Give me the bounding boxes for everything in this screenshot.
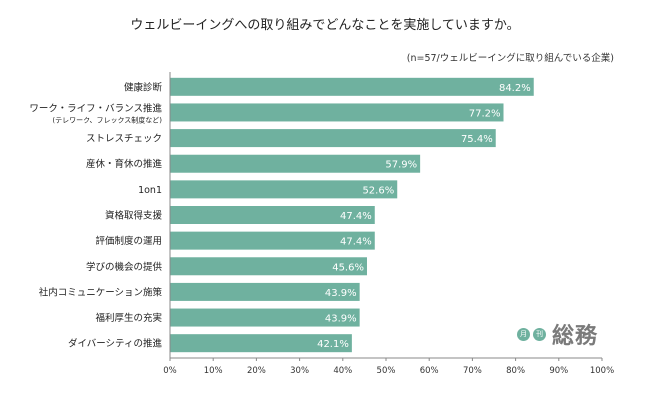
x-tick-label-1: 10% [204, 366, 223, 376]
value-label-6: 47.4% [340, 237, 372, 248]
value-label-2: 75.4% [461, 134, 493, 145]
x-tick-label-3: 30% [290, 366, 309, 376]
x-tick-label-10: 100% [590, 366, 614, 376]
value-label-7: 45.6% [332, 262, 364, 273]
bar-0 [170, 77, 534, 96]
chart-title: ウェルビーイングへの取り組みでどんなことを実施していますか。 [130, 18, 520, 33]
category-label-1: ワーク・ライフ・バランス推進 [29, 102, 162, 114]
sample-note: (n=57/ウェルビーイングに取り組んでいる企業) [406, 53, 614, 64]
category-label-6: 評価制度の運用 [95, 235, 162, 247]
x-tick-label-5: 50% [377, 366, 396, 376]
value-label-8: 43.9% [325, 288, 357, 299]
x-tick-label-7: 70% [463, 366, 482, 376]
category-label-4: 1on1 [138, 185, 162, 196]
bar-10 [170, 334, 352, 353]
x-tick-label-0: 0% [163, 366, 177, 376]
bar-2 [170, 129, 496, 148]
value-label-1: 77.2% [469, 108, 501, 119]
bar-6 [170, 231, 375, 250]
x-tick-label-8: 80% [506, 366, 525, 376]
x-tick-label-9: 90% [549, 366, 568, 376]
brand-logo: 月 刊 総務 [516, 318, 598, 350]
category-label-3: 産休・育休の推進 [86, 158, 163, 170]
category-label-7: 学びの機会の提供 [86, 261, 163, 273]
category-label-10: ダイバーシティの推進 [68, 338, 163, 350]
bar-9 [170, 308, 360, 327]
bar-4 [170, 180, 398, 199]
logo-badge-2: 刊 [532, 327, 546, 341]
x-tick-label-2: 20% [247, 366, 266, 376]
category-label-8: 社内コミュニケーション施策 [39, 286, 163, 298]
bar-3 [170, 154, 421, 173]
x-tick-label-6: 60% [420, 366, 439, 376]
value-label-3: 57.9% [385, 160, 417, 171]
category-label-9: 福利厚生の充実 [95, 312, 162, 324]
category-label-0: 健康診断 [124, 81, 163, 93]
value-label-9: 43.9% [325, 314, 357, 325]
bar-1 [170, 103, 504, 122]
value-label-4: 52.6% [362, 185, 394, 196]
bar-8 [170, 282, 360, 301]
logo-word: 総務 [551, 324, 598, 349]
logo-badge-1: 月 [516, 327, 530, 341]
value-label-5: 47.4% [340, 211, 372, 222]
category-label-2: ストレスチェック [86, 134, 162, 145]
bar-7 [170, 257, 367, 276]
category-label-5: 資格取得支援 [105, 210, 163, 222]
category-sublabel-1: (テレワーク、フレックス制度など) [52, 115, 162, 124]
x-tick-label-4: 40% [333, 366, 352, 376]
bar-5 [170, 206, 375, 224]
value-label-10: 42.1% [317, 339, 349, 350]
value-label-0: 84.2% [499, 83, 531, 94]
